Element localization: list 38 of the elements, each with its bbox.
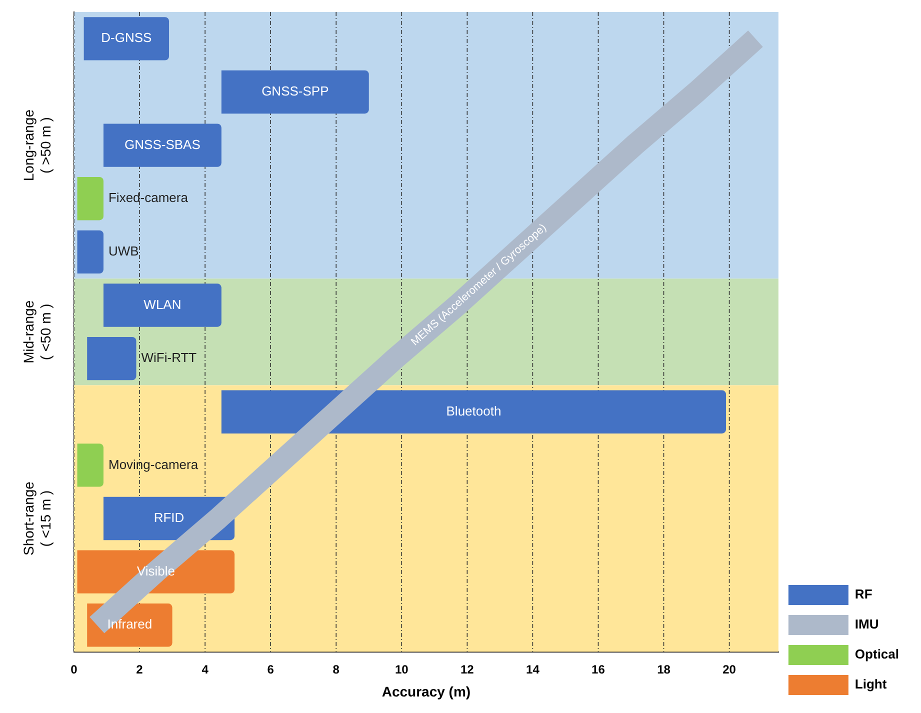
y-tick-label: GNSS-SBAS bbox=[124, 136, 201, 152]
x-tick-label: 16 bbox=[592, 662, 606, 676]
x-tick-label: 10 bbox=[394, 662, 409, 676]
legend-label: RF bbox=[854, 586, 872, 602]
y-tick-label: D-GNSS bbox=[101, 30, 152, 46]
x-tick-label: 4 bbox=[202, 662, 209, 676]
x-tick-label: 6 bbox=[267, 662, 274, 676]
y-tick-label: Moving-camera bbox=[108, 456, 199, 472]
bar bbox=[103, 124, 222, 167]
x-axis-title: Accuracy (m) bbox=[382, 683, 471, 700]
bar bbox=[77, 444, 104, 487]
bar bbox=[221, 390, 726, 434]
y-tick-label: Bluetooth bbox=[446, 403, 502, 418]
x-tick-label: 2 bbox=[136, 662, 144, 676]
bar bbox=[77, 177, 104, 220]
bar bbox=[221, 70, 369, 114]
y-tick-label: WiFi-RTT bbox=[141, 350, 197, 366]
bar bbox=[103, 284, 222, 327]
x-tick-label: 18 bbox=[657, 662, 671, 676]
x-tick-label: 12 bbox=[460, 662, 474, 676]
band-label: Short-range ( <15 m ) bbox=[20, 481, 54, 556]
legend-label: Optical bbox=[854, 646, 900, 662]
x-tick-label: 14 bbox=[526, 662, 540, 676]
band-label: Mid-range ( <50 m ) bbox=[20, 300, 54, 364]
bar bbox=[84, 17, 170, 60]
y-tick-label: RFID bbox=[154, 510, 184, 526]
legend-label: IMU bbox=[854, 616, 879, 632]
x-tick-label: 20 bbox=[722, 662, 736, 676]
y-tick-label: Fixed-camera bbox=[108, 190, 189, 206]
legend-label: Light bbox=[854, 676, 888, 692]
band-label: Long-range ( >50 m ) bbox=[20, 109, 54, 182]
bar bbox=[77, 230, 104, 274]
y-tick-label: UWB bbox=[108, 244, 139, 259]
bar bbox=[87, 336, 136, 380]
y-tick-label: GNSS-SPP bbox=[262, 84, 329, 99]
y-tick-label: WLAN bbox=[144, 296, 182, 312]
x-tick-label: 8 bbox=[332, 662, 340, 676]
x-tick-label: 0 bbox=[70, 662, 78, 676]
